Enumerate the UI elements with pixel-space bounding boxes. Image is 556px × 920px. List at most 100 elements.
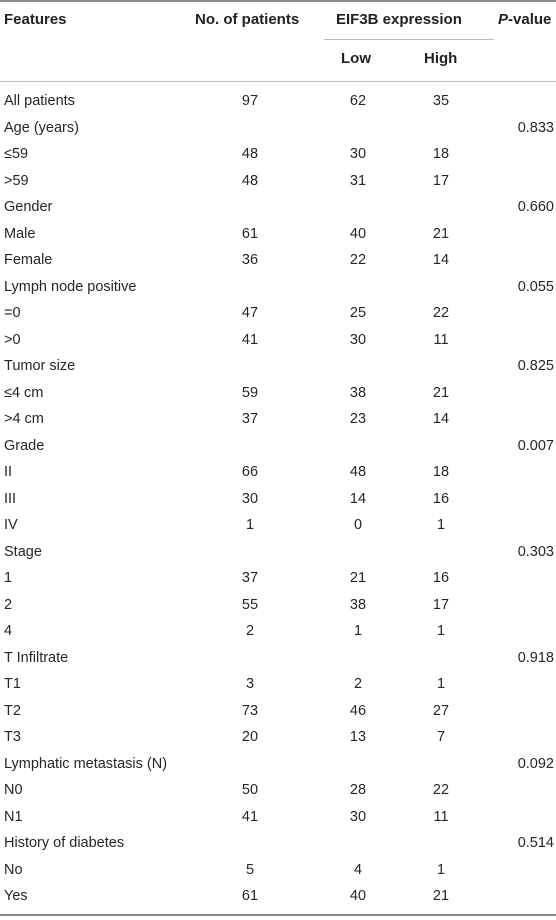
cell-high: 27 [432,702,450,719]
cell-high: 21 [432,384,450,401]
table-row: T3 20 13 7 [0,725,556,752]
cell-feature: T3 [4,729,21,745]
cell-patients: 30 [241,490,259,507]
cell-feature: >0 [4,331,21,348]
cell-pvalue: 0.007 [517,437,554,454]
cell-feature: Gender [4,199,53,215]
cell-high: 18 [432,146,450,162]
cell-patients: 55 [241,596,259,613]
cell-pvalue: 0.055 [517,278,554,295]
header-high: High [424,50,458,67]
cell-patients: 20 [241,729,259,745]
table-row: History of diabetes 0.514 [0,831,556,858]
cell-low: 28 [349,782,367,798]
table-row: Grade 0.007 [0,434,556,461]
table-body: All patients 97 62 35 Age (years) 0.833 ≤59 48 3… [0,89,556,911]
cell-low: 1 [353,623,363,639]
cell-patients: 59 [241,384,259,401]
cell-patients: 61 [241,888,259,904]
cell-feature: Female [4,252,53,268]
header-rule [0,81,556,82]
cell-feature: Tumor size [4,358,76,374]
table-row: Tumor size 0.825 [0,354,556,381]
cell-feature: >4 cm [4,411,44,427]
cell-patients: 37 [241,570,259,586]
cell-low: 30 [349,331,367,348]
cell-feature: N1 [4,808,23,825]
cell-feature: Grade [4,437,45,454]
cell-low: 40 [349,225,367,242]
table-row: >0 41 30 11 [0,328,556,355]
cell-high: 21 [432,225,450,242]
cell-low: 38 [349,384,367,401]
cell-feature: Stage [4,543,42,560]
cell-high: 18 [432,464,450,480]
cell-feature: T1 [4,676,21,692]
table-row: No 5 4 1 [0,858,556,885]
cell-pvalue: 0.833 [517,119,554,136]
table-row: Lymphatic metastasis (N) 0.092 [0,752,556,779]
table-row: Male 61 40 21 [0,222,556,249]
cell-patients: 37 [241,411,259,427]
header-low: Low [341,50,371,67]
table-row: Age (years) 0.833 [0,116,556,143]
table-row: T Infiltrate 0.918 [0,646,556,673]
table-row: Gender 0.660 [0,195,556,222]
table-row: N1 41 30 11 [0,805,556,832]
table-row: Stage 0.303 [0,540,556,567]
cell-feature: N0 [4,782,23,798]
table-row: All patients 97 62 35 [0,89,556,116]
cell-low: 30 [349,146,367,162]
cell-low: 62 [349,93,367,109]
top-rule [0,0,556,2]
cell-high: 14 [432,411,450,427]
table-row: ≤4 cm 59 38 21 [0,381,556,408]
table-row: IV 1 0 1 [0,513,556,540]
cell-high: 1 [436,517,446,533]
table-row: N0 50 28 22 [0,778,556,805]
cell-feature: 2 [4,596,13,613]
header-patients: No. of patients [195,11,300,28]
cell-high: 11 [433,808,449,825]
table-row: ≤59 48 30 18 [0,142,556,169]
cell-feature: III [4,490,17,507]
table-row: T2 73 46 27 [0,699,556,726]
bottom-rule [0,914,556,916]
expression-subrule [324,39,494,40]
cell-feature: T2 [4,702,21,719]
cell-high: 17 [432,596,450,613]
cell-patients: 48 [241,146,259,162]
cell-patients: 50 [241,782,259,798]
cell-feature: IV [4,517,18,533]
cell-feature: 1 [4,570,13,586]
cell-pvalue: 0.660 [517,199,554,215]
table-row: >59 48 31 17 [0,169,556,196]
cell-high: 22 [432,305,450,321]
table-row: II 66 48 18 [0,460,556,487]
cell-patients: 5 [245,861,255,878]
cell-patients: 47 [241,305,259,321]
cell-low: 25 [349,305,367,321]
cell-low: 48 [349,464,367,480]
cell-feature: History of diabetes [4,835,125,851]
cell-low: 22 [349,252,367,268]
cell-high: 14 [432,252,450,268]
table-row: Female 36 22 14 [0,248,556,275]
cell-patients: 2 [245,623,255,639]
header-pvalue: P-value [498,11,551,28]
table-row: 4 2 1 1 [0,619,556,646]
cell-high: 35 [432,93,450,109]
header-pvalue-suffix: -value [508,11,552,28]
cell-feature: T Infiltrate [4,649,69,666]
cell-feature: Male [4,225,36,242]
cell-patients: 41 [241,808,259,825]
table-row: III 30 14 16 [0,487,556,514]
cell-feature: Yes [4,888,28,904]
cell-high: 21 [432,888,450,904]
cell-feature: ≤4 cm [4,384,44,401]
table-row: Lymph node positive 0.055 [0,275,556,302]
cell-high: 1 [436,861,446,878]
cell-feature: Age (years) [4,119,79,136]
cell-feature: No [4,861,23,878]
